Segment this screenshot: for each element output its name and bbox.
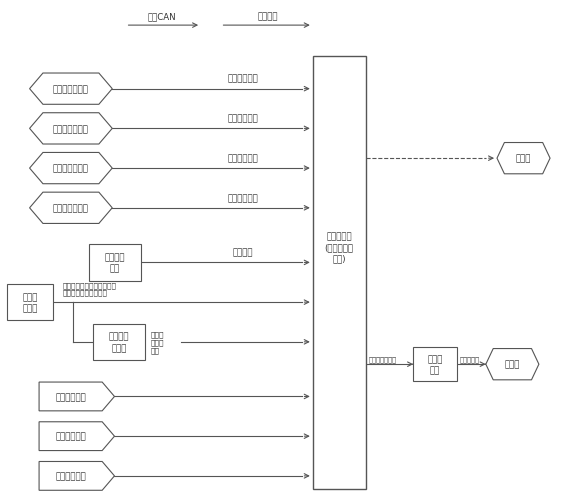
Polygon shape: [29, 114, 112, 145]
Polygon shape: [39, 461, 114, 490]
Text: 左后轮速信号: 左后轮速信号: [227, 154, 258, 163]
Text: 高速CAN: 高速CAN: [148, 12, 176, 21]
Polygon shape: [39, 422, 114, 451]
Text: 制动灯: 制动灯: [505, 360, 520, 369]
Polygon shape: [29, 153, 112, 184]
Text: 制动灯驱动: 制动灯驱动: [460, 355, 479, 362]
Bar: [312, 57, 366, 489]
Text: 硬线驱动: 硬线驱动: [258, 12, 278, 21]
Text: 右后轮速信号: 右后轮速信号: [227, 193, 258, 202]
Text: 交速箱控
制器: 交速箱控 制器: [105, 253, 125, 273]
Text: 右前轮速信号: 右前轮速信号: [227, 114, 258, 123]
Polygon shape: [486, 349, 539, 380]
Polygon shape: [29, 193, 112, 224]
Text: 自动紧
急制动
诉求: 自动紧 急制动 诉求: [150, 331, 164, 354]
Text: 制动器: 制动器: [516, 154, 531, 163]
Bar: [89, 244, 140, 282]
Text: 左前轮速信号: 左前轮速信号: [227, 75, 258, 84]
Bar: [413, 348, 457, 381]
Text: 车身控
制器: 车身控 制器: [428, 354, 443, 374]
Text: 左后轮速传感器: 左后轮速传感器: [53, 164, 89, 173]
Text: 发动机
控制器: 发动机 控制器: [23, 293, 38, 313]
Polygon shape: [29, 74, 112, 105]
Text: 制动控制器
(集成液压控
制器): 制动控制器 (集成液压控 制器): [325, 232, 354, 263]
Bar: [93, 324, 144, 360]
Text: 右后轮速传感器: 右后轮速传感器: [53, 204, 89, 213]
Polygon shape: [497, 143, 550, 174]
Text: 档位信号: 档位信号: [233, 248, 253, 257]
Text: 发动机油门踏板开度、刹车
踏板、转速、扭矩信号: 发动机油门踏板开度、刹车 踏板、转速、扭矩信号: [63, 282, 117, 296]
Bar: [7, 285, 53, 320]
Text: 制动灯控制命令: 制动灯控制命令: [368, 355, 396, 362]
Polygon shape: [39, 382, 114, 411]
Text: 雷达测距
控制器: 雷达测距 控制器: [109, 332, 129, 352]
Text: 右前轮速传感器: 右前轮速传感器: [53, 125, 89, 134]
Text: 电子手刹开关: 电子手刹开关: [55, 432, 86, 441]
Text: 下坡辅助开关: 下坡辅助开关: [55, 392, 86, 401]
Text: 制动常开开关: 制动常开开关: [55, 471, 86, 480]
Text: 左前轮速传感器: 左前轮速传感器: [53, 85, 89, 94]
